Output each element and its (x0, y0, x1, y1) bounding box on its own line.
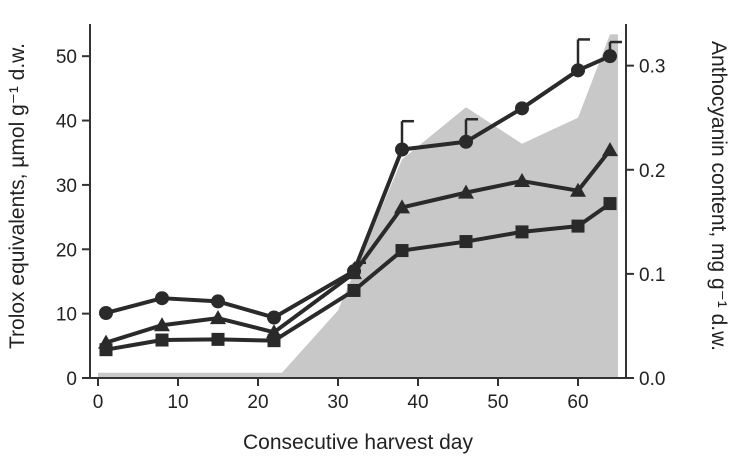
data-point-square (603, 197, 617, 211)
data-point-square (267, 334, 281, 348)
data-point-square (347, 283, 361, 297)
series-triangle (98, 142, 618, 349)
data-point-square (459, 235, 473, 249)
series-line (105, 201, 612, 352)
tick-labels: 0 10 20 30 40 50 60 0 10 20 30 40 50 0.0 0.1 0.2 0.3 (56, 47, 666, 413)
y-tick-label: 40 (56, 112, 77, 133)
x-tick-label: 60 (567, 392, 588, 413)
data-point-circle (211, 294, 225, 309)
y-tick-label: 0 (66, 369, 77, 390)
anthocyanin-area-shape (98, 34, 618, 378)
data-point-circle (603, 49, 617, 64)
x-tick-label: 20 (247, 392, 268, 413)
y-axis-right-label: Anthocyanin content, mg g⁻¹ d.w. (707, 41, 730, 351)
data-point-square (571, 219, 585, 233)
y-right-tick-label: 0.1 (639, 265, 665, 286)
x-tick-label: 0 (93, 392, 104, 413)
x-axis-label: Consecutive harvest day (243, 431, 473, 454)
x-tick-label: 10 (167, 392, 188, 413)
data-point-triangle (346, 265, 362, 280)
data-point-triangle (210, 310, 226, 325)
x-tick-label: 50 (487, 392, 508, 413)
y-right-tick-label: 0.0 (639, 369, 665, 390)
axes (82, 24, 634, 386)
series-line (105, 148, 612, 345)
y-tick-label: 20 (56, 240, 77, 261)
anthocyanin-area (98, 34, 618, 378)
series-line (105, 54, 611, 320)
y-tick-label: 10 (56, 305, 77, 326)
data-point-circle (515, 101, 529, 116)
data-point-circle (155, 291, 169, 306)
data-point-triangle (394, 199, 410, 214)
data-point-circle (99, 305, 113, 320)
data-point-triangle (514, 173, 530, 188)
y-tick-label: 50 (56, 47, 77, 68)
data-point-circle (395, 142, 409, 157)
y-tick-label: 30 (56, 176, 77, 197)
data-point-triangle (458, 184, 474, 199)
data-point-square (99, 343, 113, 357)
data-point-square (211, 332, 225, 346)
data-point-circle (571, 63, 585, 78)
series-square (99, 197, 617, 357)
series-lines (98, 38, 622, 357)
y-right-tick-label: 0.2 (639, 161, 665, 182)
y-right-tick-label: 0.3 (639, 57, 665, 78)
data-point-circle (459, 134, 473, 149)
data-point-triangle (570, 182, 586, 197)
data-point-triangle (602, 142, 618, 157)
data-point-square (395, 244, 409, 258)
data-point-circle (267, 310, 281, 325)
data-point-triangle (154, 317, 170, 332)
data-point-square (155, 333, 169, 347)
x-tick-label: 30 (327, 392, 348, 413)
y-axis-label: Trolox equivalents, µmol g⁻¹ d.w. (6, 43, 29, 349)
data-point-square (515, 225, 529, 239)
x-tick-label: 40 (407, 392, 428, 413)
